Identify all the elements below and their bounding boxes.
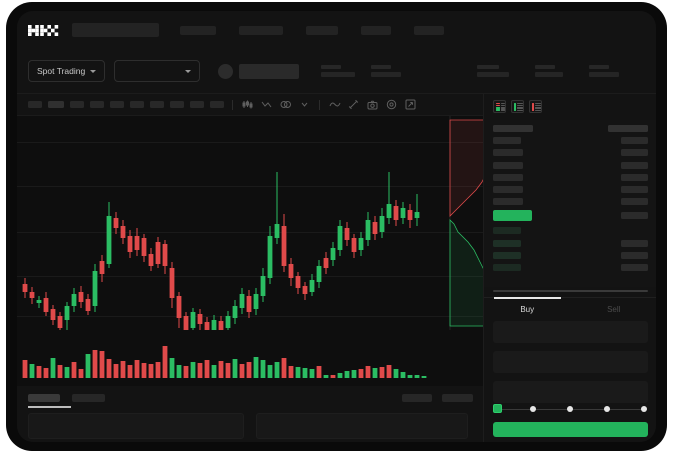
settings-icon[interactable] xyxy=(385,98,398,111)
bottom-card-orders[interactable] xyxy=(28,413,244,439)
chevron-down-icon xyxy=(90,69,97,73)
orderbook-ask-row[interactable] xyxy=(484,137,656,145)
toolbar-timeframe-1d[interactable] xyxy=(150,101,164,108)
bottom-card-assets[interactable] xyxy=(256,413,468,439)
stat-24h-low xyxy=(535,65,564,77)
nav-item-markets[interactable] xyxy=(180,25,216,35)
orderbook-scrollbar[interactable] xyxy=(493,290,648,292)
orderbook-ask-row[interactable] xyxy=(484,173,656,181)
line-chart-icon[interactable] xyxy=(328,98,341,111)
stat-last-price xyxy=(321,65,356,77)
camera-icon[interactable] xyxy=(366,98,379,111)
chevron-down-icon xyxy=(185,69,192,73)
orderbook-view-both-icon[interactable] xyxy=(493,100,506,113)
chart-gridline xyxy=(17,142,483,143)
orderbook-last-price-row[interactable] xyxy=(484,210,656,222)
bottom-action-2[interactable] xyxy=(442,394,473,402)
order-amount-field[interactable] xyxy=(493,351,648,373)
nav-item-earn[interactable] xyxy=(306,25,338,35)
fullscreen-icon[interactable] xyxy=(404,98,417,111)
device-screen: Spot Trading xyxy=(17,11,656,442)
toolbar-timeframe-1h[interactable] xyxy=(110,101,124,108)
tab-sell-label: Sell xyxy=(607,305,621,314)
market-type-selector[interactable]: Spot Trading xyxy=(28,60,106,82)
toolbar-timeframe-4h[interactable] xyxy=(130,101,144,108)
chart-gridline xyxy=(17,186,483,187)
trade-form-fields xyxy=(484,321,656,411)
slider-stop-100[interactable] xyxy=(641,405,647,412)
trade-form-tabs: Buy Sell xyxy=(484,297,656,321)
orderbook-ask-row[interactable] xyxy=(484,198,656,206)
nav-item-more[interactable] xyxy=(414,25,444,35)
bottom-orders-panel xyxy=(17,386,483,442)
orderbook-view-toggles xyxy=(484,94,656,119)
active-tab-indicator xyxy=(28,406,71,408)
chart-gridline xyxy=(17,276,483,277)
tab-buy[interactable]: Buy xyxy=(484,297,571,321)
toolbar-timeframe-1w[interactable] xyxy=(170,101,184,108)
top-navigation-bar xyxy=(17,11,656,49)
last-price-value xyxy=(239,63,300,79)
orderbook-view-bids-icon[interactable] xyxy=(511,100,524,113)
toolbar-divider-1 xyxy=(232,99,233,110)
stat-24h-volume xyxy=(589,65,620,77)
toolbar-divider-2 xyxy=(319,99,320,110)
market-type-label: Spot Trading xyxy=(37,66,86,76)
candlestick-series xyxy=(22,172,420,330)
bottom-tab-open-orders[interactable] xyxy=(28,394,60,402)
toolbar-timeframe-more[interactable] xyxy=(210,101,224,108)
nav-search-bar[interactable] xyxy=(72,23,159,37)
toolbar-timeframe-1m[interactable] xyxy=(28,101,42,108)
nav-item-trade[interactable] xyxy=(239,25,283,35)
bottom-action-1[interactable] xyxy=(402,394,432,402)
order-total-field[interactable] xyxy=(493,381,648,403)
orderbook-bid-row[interactable] xyxy=(484,263,656,271)
orderbook-ask-row[interactable] xyxy=(484,149,656,157)
stat-24h-change xyxy=(371,65,402,77)
orderbook-ask-row[interactable] xyxy=(484,161,656,169)
market-subheader: Spot Trading xyxy=(17,49,656,94)
tab-sell[interactable]: Sell xyxy=(571,298,657,321)
slider-stop-75[interactable] xyxy=(604,405,610,412)
bottom-actions xyxy=(402,394,473,402)
orderbook-ask-row[interactable] xyxy=(484,185,656,193)
bottom-cards xyxy=(28,413,468,439)
chart-gridline xyxy=(17,316,483,317)
toolbar-timeframe-5m[interactable] xyxy=(48,101,64,108)
tab-buy-label: Buy xyxy=(520,305,535,314)
orderbook-bid-row[interactable] xyxy=(484,227,656,235)
toolbar-timeframe-1mo[interactable] xyxy=(190,101,204,108)
coin-avatar-icon xyxy=(218,63,234,79)
stat-24h-high xyxy=(477,65,510,77)
bottom-tabs xyxy=(17,386,483,408)
toolbar-timeframe-15m[interactable] xyxy=(70,101,84,108)
chart-gridline xyxy=(17,232,483,233)
orderbook-trade-panel: Buy Sell xyxy=(483,94,656,442)
chart-type-dropdown-icon[interactable] xyxy=(298,98,311,111)
orderbook-bid-row[interactable] xyxy=(484,251,656,259)
indicator-icon[interactable] xyxy=(260,98,273,111)
okx-logo-icon[interactable] xyxy=(28,24,62,36)
volume-series xyxy=(22,346,427,378)
bottom-tab-order-history[interactable] xyxy=(72,394,105,402)
place-order-button[interactable] xyxy=(493,422,648,437)
magnet-icon[interactable] xyxy=(347,98,360,111)
slider-handle[interactable] xyxy=(493,404,502,413)
orderbook-rows[interactable] xyxy=(484,120,656,287)
orderbook-header-row xyxy=(484,125,656,132)
price-chart[interactable] xyxy=(17,116,483,330)
nav-item-wallet[interactable] xyxy=(361,25,391,35)
trading-pair-selector[interactable] xyxy=(114,60,201,82)
toolbar-timeframe-30m[interactable] xyxy=(90,101,104,108)
orderbook-bid-row[interactable] xyxy=(484,239,656,247)
slider-stop-25[interactable] xyxy=(530,405,536,412)
orderbook-view-asks-icon[interactable] xyxy=(529,100,542,113)
slider-stop-50[interactable] xyxy=(567,405,573,412)
volume-chart[interactable] xyxy=(17,330,483,386)
candlestick-chart-icon[interactable] xyxy=(241,98,254,111)
order-price-field[interactable] xyxy=(493,321,648,343)
amount-slider[interactable] xyxy=(493,404,648,414)
compare-icon[interactable] xyxy=(279,98,292,111)
